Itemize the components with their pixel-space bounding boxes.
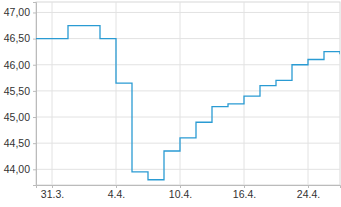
tick-mark — [33, 117, 36, 118]
tick-label: 24.4. — [297, 188, 320, 200]
grid-line — [308, 2, 309, 185]
tick-mark — [33, 65, 36, 66]
tick-label: 45,00 — [4, 111, 30, 123]
grid-line — [116, 2, 117, 185]
tick-label: 10.4. — [169, 188, 192, 200]
x-axis: 31.3. 4.4. 10.4. 16.4. 24.4. — [37, 185, 341, 200]
grid-line — [36, 90, 340, 91]
tick: 24.4. — [297, 185, 320, 200]
tick-label: 16.4. — [233, 188, 256, 200]
plot-frame — [36, 2, 340, 185]
tick: 10.4. — [169, 185, 192, 200]
tick-mark — [33, 39, 36, 40]
tick-label: 45,50 — [4, 85, 30, 97]
tick: 47,00 — [4, 6, 36, 18]
grid-line — [244, 2, 245, 185]
grid-line — [52, 2, 53, 185]
tick-label: 46,00 — [4, 59, 30, 71]
tick-mark — [33, 169, 36, 170]
tick-label: 4.4. — [108, 188, 126, 200]
y-axis: 44,00 44,50 45,00 45,50 46,00 46,50 47,00 — [4, 3, 37, 186]
tick: 46,00 — [4, 59, 36, 71]
tick: 45,50 — [4, 85, 36, 97]
tick-mark — [33, 12, 36, 13]
chart: 44,00 44,50 45,00 45,50 46,00 46,50 47,00 31.3.… — [0, 0, 341, 207]
plot: 44,00 44,50 45,00 45,50 46,00 46,50 47,00 31.3.… — [4, 2, 341, 200]
tick: 45,00 — [4, 111, 36, 123]
series — [36, 26, 340, 180]
tick-label: 44,50 — [4, 137, 30, 149]
grid-line — [180, 2, 181, 185]
tick: 16.4. — [233, 185, 256, 200]
grid-line — [36, 38, 340, 39]
axis-line — [33, 3, 37, 186]
price-line — [36, 26, 340, 180]
tick: 4.4. — [108, 185, 126, 200]
tick: 31.3. — [41, 185, 64, 200]
tick: 44,00 — [4, 163, 36, 175]
tick-label: 47,00 — [4, 6, 30, 18]
grid-line — [36, 117, 340, 118]
grid-line — [36, 169, 340, 170]
tick-label: 31.3. — [41, 188, 64, 200]
tick: 46,50 — [4, 32, 36, 44]
tick-mark — [33, 143, 36, 144]
grid — [36, 2, 340, 185]
grid-line — [36, 12, 340, 13]
tick-mark — [33, 91, 36, 92]
grid-line — [36, 143, 340, 144]
tick-label: 44,00 — [4, 163, 30, 175]
tick: 44,50 — [4, 137, 36, 149]
tick-label: 46,50 — [4, 32, 30, 44]
